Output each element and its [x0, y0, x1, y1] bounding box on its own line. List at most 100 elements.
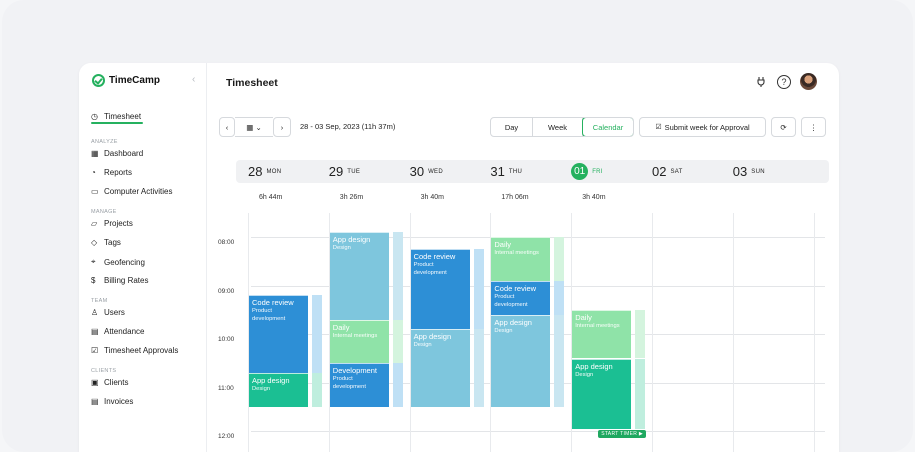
- next-week-button[interactable]: ›: [273, 117, 291, 137]
- time-entry-title: Development: [332, 366, 377, 376]
- view-day-button[interactable]: Day: [491, 118, 533, 136]
- time-entry-project: Product development: [252, 308, 286, 323]
- day-header-sat[interactable]: 02 SAT: [652, 160, 683, 183]
- day-column-divider: [652, 213, 653, 452]
- time-entry-project: Design: [494, 327, 513, 334]
- day-column-divider: [490, 213, 492, 452]
- time-entry[interactable]: App design Design: [572, 358, 632, 429]
- day-header-tue[interactable]: 29 TUE: [329, 160, 360, 183]
- sidebar-item-tags[interactable]: ◇ Tags: [91, 238, 121, 247]
- time-entry[interactable]: Daily Internal meetings: [329, 319, 389, 364]
- hour-label: 08:00: [218, 239, 235, 246]
- invoice-icon: ▤: [91, 397, 99, 406]
- time-entry-project: Design: [575, 371, 594, 378]
- sidebar-item-label: Timesheet: [104, 112, 142, 121]
- start-timer-button[interactable]: START TIMER ▶: [598, 429, 647, 438]
- sidebar-item-timesheet-approvals[interactable]: ☑ Timesheet Approvals: [91, 346, 178, 355]
- sidebar-item-projects[interactable]: ▱ Projects: [91, 219, 133, 228]
- activity-bar: [392, 319, 403, 364]
- day-number: 28: [248, 164, 263, 179]
- hour-label: 09:00: [218, 287, 235, 295]
- day-header-sun[interactable]: 03 SUN: [733, 160, 765, 183]
- more-vertical-icon: ⋮: [809, 122, 818, 132]
- plugin-icon[interactable]: [754, 75, 768, 89]
- day-total-duration: 3h 26m: [339, 194, 364, 201]
- sidebar-item-billing-rates[interactable]: $ Billing Rates: [91, 276, 148, 285]
- time-entry[interactable]: App design Design: [410, 329, 470, 408]
- time-entry[interactable]: App design Design: [329, 232, 389, 320]
- time-entry[interactable]: Daily Internal meetings: [491, 237, 551, 281]
- activity-bar: [473, 249, 484, 330]
- time-entry-project: Internal meetings: [494, 250, 539, 256]
- refresh-button[interactable]: ⟳: [771, 117, 796, 137]
- sidebar: TimeCamp ‹ ◷ Timesheet ANALYZE ▦ Dashboard ◔ R…: [79, 63, 207, 452]
- app-window: TimeCamp ‹ ◷ Timesheet ANALYZE ▦ Dashboard ◔ R…: [79, 63, 839, 452]
- day-of-week: FRI: [592, 168, 603, 175]
- sidebar-item-attendance[interactable]: ▤ Attendance: [91, 327, 144, 336]
- sidebar-item-users[interactable]: ♙ Users: [91, 308, 125, 317]
- time-entry-title: Code review: [413, 252, 456, 262]
- day-header-mon[interactable]: 28 MON: [248, 160, 281, 183]
- brand-logo[interactable]: TimeCamp: [92, 74, 160, 87]
- time-entry[interactable]: Code review Product development: [410, 249, 470, 330]
- day-header-fri[interactable]: 01 FRI: [571, 160, 603, 183]
- time-entry-project: Design: [413, 342, 432, 349]
- activity-bar: [554, 237, 565, 281]
- users-icon: ♙: [91, 308, 99, 317]
- submit-approval-label: Submit week for Approval: [664, 122, 750, 132]
- sidebar-item-geofencing[interactable]: ⌖ Geofencing: [91, 257, 145, 267]
- time-entry-title: Code review: [494, 283, 537, 293]
- activity-bar: [635, 309, 646, 359]
- time-entry-project: Internal meetings: [332, 332, 378, 339]
- date-picker-button[interactable]: ▦ ⌄: [235, 117, 273, 137]
- more-options-button[interactable]: ⋮: [801, 117, 826, 137]
- time-entry[interactable]: App design Design: [249, 373, 308, 408]
- help-icon[interactable]: ?: [777, 74, 791, 89]
- day-total-duration: 3h 40m: [420, 194, 444, 201]
- time-entry[interactable]: Development Product development: [329, 363, 389, 408]
- day-of-week: SAT: [670, 168, 683, 175]
- time-entry[interactable]: Code review Product development: [249, 295, 308, 374]
- day-of-week: MON: [266, 168, 282, 175]
- chart-icon: ◔: [91, 168, 96, 177]
- submit-approval-button[interactable]: ☑ Submit week for Approval: [639, 117, 766, 137]
- brand-name: TimeCamp: [109, 75, 160, 86]
- calendar-grid[interactable]: 08:00 09:00 10:00 11:00 12:00 Code review Prod…: [207, 213, 839, 452]
- day-number: 02: [652, 164, 667, 179]
- time-entry-project: Design: [252, 386, 271, 393]
- view-calendar-button[interactable]: Calendar: [582, 118, 633, 136]
- view-week-button[interactable]: Week: [533, 118, 583, 136]
- sidebar-item-timesheet[interactable]: ◷ Timesheet: [91, 112, 141, 121]
- chevron-left-icon[interactable]: ‹: [192, 74, 196, 85]
- sidebar-item-reports[interactable]: ◔ Reports: [91, 168, 132, 177]
- nav-section-clients: CLIENTS: [91, 368, 117, 374]
- dollar-icon: $: [91, 276, 96, 285]
- prev-week-button[interactable]: ‹: [219, 117, 235, 137]
- hour-label: 10:00: [218, 336, 235, 344]
- time-entry-title: Daily: [332, 322, 350, 332]
- day-total-duration: 6h 44m: [259, 194, 283, 201]
- time-entry[interactable]: App design Design: [491, 314, 551, 408]
- nav-section-analyze: ANALYZE: [91, 139, 118, 145]
- avatar[interactable]: [800, 73, 817, 90]
- week-day-header: 28 MON 29 TUE 30 WED 31 THU 01 FRI 02 SAT 03 SUN: [236, 160, 829, 183]
- day-header-thu[interactable]: 31 THU: [490, 160, 522, 183]
- nav-section-manage: MANAGE: [91, 209, 117, 215]
- sidebar-item-clients[interactable]: ▣ Clients: [91, 378, 128, 387]
- time-entry[interactable]: Code review Product development: [491, 280, 551, 315]
- day-total-duration: 17h 06m: [501, 194, 529, 201]
- sidebar-item-computer-activities[interactable]: ▭ Computer Activities: [91, 187, 172, 196]
- toolbar: ‹ ▦ ⌄ › 28 - 03 Sep, 2023 (11h 37m) Day …: [219, 117, 829, 137]
- calendar-check-icon: ☑: [91, 346, 99, 355]
- sidebar-item-label: Users: [104, 308, 125, 317]
- activity-bar: [392, 232, 403, 320]
- day-header-wed[interactable]: 30 WED: [410, 160, 443, 183]
- sidebar-item-invoices[interactable]: ▤ Invoices: [91, 397, 133, 406]
- timecamp-logo-icon: [92, 74, 105, 87]
- clock-icon: ◷: [91, 112, 98, 121]
- date-range: 28 - 03 Sep, 2023 (11h 37m): [300, 122, 396, 131]
- time-entry[interactable]: Daily Internal meetings: [572, 309, 632, 359]
- hour-gridline: [251, 431, 825, 433]
- time-entry-title: App design: [332, 235, 371, 245]
- sidebar-item-dashboard[interactable]: ▦ Dashboard: [91, 149, 143, 158]
